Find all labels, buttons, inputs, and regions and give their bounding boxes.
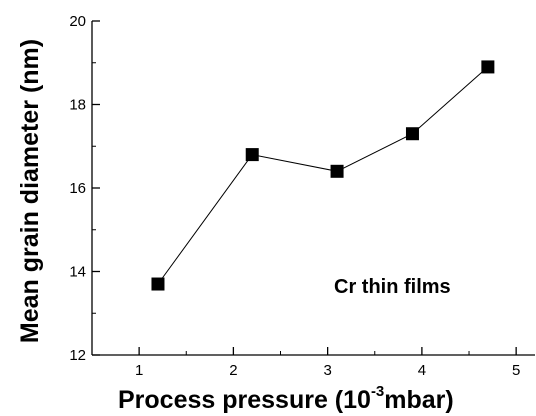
- x-tick-label: 1: [135, 362, 143, 379]
- data-point: [151, 277, 165, 291]
- y-axis-title: Mean grain diameter (nm): [16, 39, 44, 343]
- y-tick-label: 12: [69, 347, 86, 364]
- x-tick-label: 3: [323, 362, 331, 379]
- chart-annotation: Cr thin films: [334, 276, 451, 298]
- x-axis-title-superscript: -3: [371, 383, 384, 400]
- data-point: [330, 164, 344, 178]
- plot-axes: [91, 21, 535, 356]
- x-axis-title-end: mbar): [384, 386, 453, 414]
- data-point: [405, 127, 419, 141]
- y-tick-label: 20: [69, 13, 86, 30]
- x-tick-label: 4: [418, 362, 426, 379]
- x-tick-label: 5: [512, 362, 520, 379]
- data-series: [151, 60, 495, 291]
- data-point: [481, 60, 495, 74]
- x-tick-label: 2: [229, 362, 237, 379]
- x-axis-title: Process pressure (10-3mbar): [118, 383, 454, 414]
- data-point: [245, 148, 259, 162]
- y-tick-label: 16: [69, 180, 86, 197]
- series-line: [157, 66, 489, 285]
- x-axis-title-main: Process pressure (10: [118, 386, 371, 414]
- y-tick-label: 14: [69, 264, 86, 281]
- y-tick-label: 18: [69, 97, 86, 114]
